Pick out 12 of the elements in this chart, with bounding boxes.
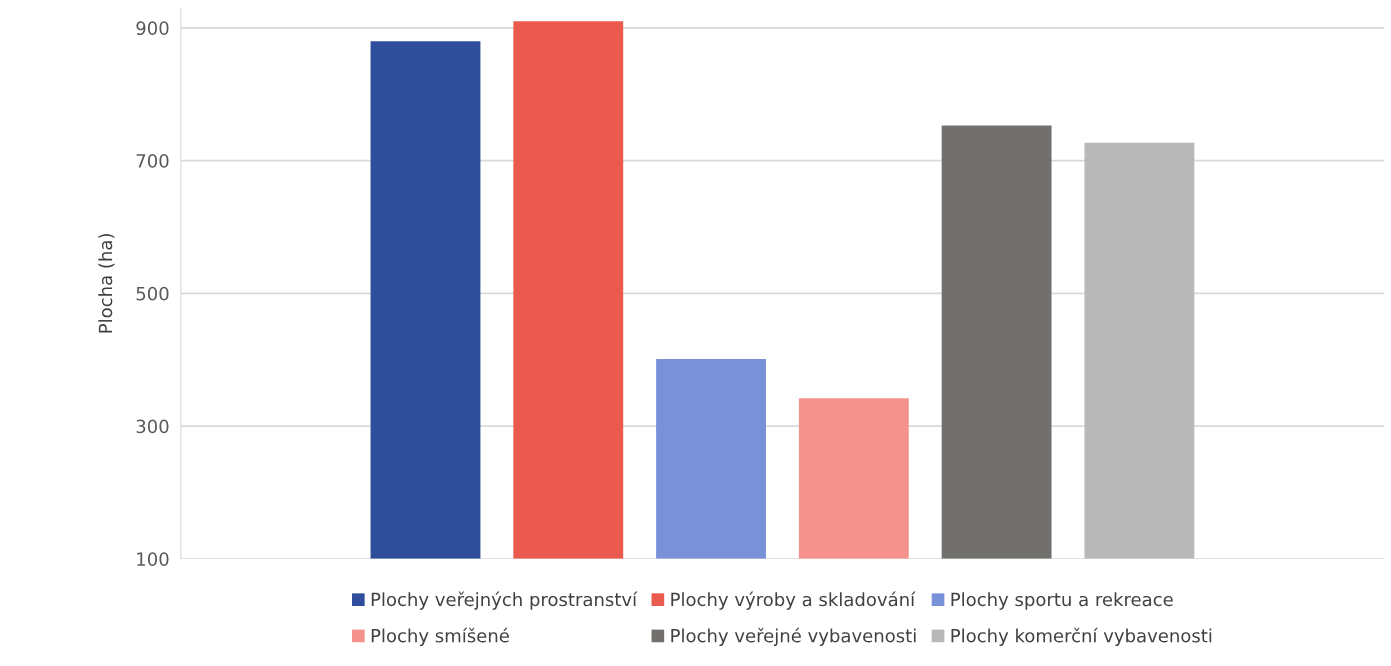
y-tick-label: 700 bbox=[136, 154, 169, 168]
y-tick-label: 500 bbox=[136, 286, 169, 301]
legend-label: Plochy sportu a rekreace bbox=[951, 592, 1173, 610]
legend-label: Plochy výroby a skladování bbox=[671, 591, 916, 610]
legend-label: Plochy veřejných prostranství bbox=[371, 591, 638, 610]
y-axis-title: Plocha (ha) bbox=[98, 234, 115, 333]
y-tick-label: 900 bbox=[136, 21, 169, 36]
y-tick-label: 300 bbox=[136, 419, 169, 434]
legend-label: Plochy smíšené bbox=[371, 627, 509, 646]
legend-label: Plochy veřejné vybavenosti bbox=[671, 627, 916, 646]
legend-label: Plochy komerční vybavenosti bbox=[951, 627, 1212, 646]
y-tick-label: 100 bbox=[137, 552, 169, 566]
